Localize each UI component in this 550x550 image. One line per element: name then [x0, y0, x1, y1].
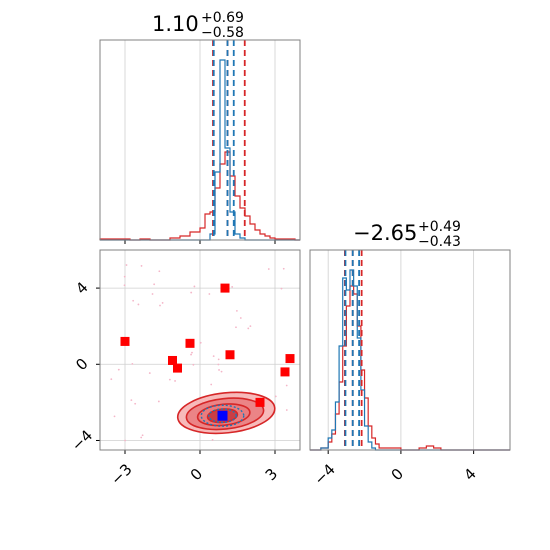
sample-point [191, 351, 193, 354]
sample-point [280, 287, 283, 290]
histogram-red [310, 285, 510, 451]
axes-frame [99, 39, 301, 241]
sample-point [117, 368, 120, 371]
sample-point [151, 293, 154, 295]
x-tick-label: −4 [310, 460, 338, 488]
sample-point [131, 363, 134, 365]
title-param-1-plus: +0.69 [201, 10, 244, 26]
title-param-2-plus: +0.49 [418, 219, 461, 235]
sample-point [210, 383, 213, 386]
sample-point [157, 400, 160, 403]
sample-point [140, 436, 143, 439]
contour-blue [200, 404, 245, 427]
best-fit-marker [217, 410, 228, 421]
y-tick-label: 0 [72, 355, 91, 374]
marker-square [280, 367, 290, 377]
sample-point [134, 402, 137, 405]
sample-point [239, 317, 242, 319]
title-param-2-minus: −0.43 [418, 234, 461, 250]
sample-point [274, 395, 277, 398]
sample-point [267, 268, 270, 270]
title-param-1-minus: −0.58 [201, 25, 244, 41]
sample-point [124, 439, 127, 442]
sample-point [125, 264, 128, 266]
x-tick-label: 0 [187, 465, 206, 484]
sample-point [141, 434, 144, 437]
marker-square [220, 283, 230, 293]
sample-point [158, 270, 161, 273]
sample-point [282, 267, 285, 270]
histogram-param-1-panel [99, 39, 301, 244]
sample-point [212, 355, 215, 358]
marker-square [225, 350, 235, 360]
sample-point [137, 303, 140, 306]
axes-frame [99, 249, 301, 451]
sample-point [130, 399, 133, 402]
sample-point [249, 325, 252, 328]
marker-square [168, 355, 177, 365]
title-param-1-value: 1.10 [152, 12, 199, 36]
sample-point [148, 372, 151, 374]
sample-point [159, 304, 161, 307]
y-tick-label: 4 [72, 278, 91, 297]
sample-point [217, 363, 220, 366]
x-tick-label: 3 [262, 465, 281, 484]
y-tick-label: −4 [68, 426, 96, 454]
sample-point [193, 285, 196, 288]
sample-point [217, 358, 220, 361]
joint-plot-area [110, 264, 295, 442]
x-tick-label: 4 [460, 465, 479, 484]
sample-point [140, 265, 143, 267]
sample-point [235, 309, 238, 312]
histogram-param-2-panel: −4 0 4 [309, 249, 511, 489]
joint-distribution-panel: −3 0 3 −4 0 4 [68, 249, 301, 489]
sample-point [211, 439, 214, 441]
sample-point [231, 286, 234, 288]
contour-blue [208, 408, 237, 424]
title-param-2-value: −2.65 [353, 221, 417, 245]
marker-square [255, 397, 265, 407]
histogram-blue [310, 269, 510, 451]
sample-point [110, 378, 113, 381]
sample-point [199, 341, 202, 344]
titles: 1.10 +0.69 −0.58 −2.65 +0.49 −0.43 [152, 10, 461, 250]
x-tick-label: 0 [388, 465, 407, 484]
sample-point [218, 369, 220, 371]
sample-point [123, 284, 126, 287]
sample-point [174, 380, 176, 382]
marker-square [173, 363, 182, 373]
sample-point [247, 327, 250, 330]
marker-square [185, 338, 195, 348]
sample-point [235, 326, 237, 329]
sample-point [285, 384, 288, 387]
sample-point [190, 291, 193, 294]
sample-point [192, 363, 195, 366]
marker-square [120, 336, 130, 346]
marker-square [285, 354, 295, 364]
sample-point [285, 409, 288, 411]
sample-point [220, 370, 223, 373]
sample-point [132, 299, 135, 302]
sample-point [153, 283, 156, 286]
sample-point [161, 302, 164, 304]
sample-point [190, 353, 192, 356]
x-tick-label: −3 [107, 460, 135, 488]
sample-point [123, 275, 126, 278]
sample-point [168, 378, 171, 381]
sample-point [113, 415, 116, 418]
sample-point [208, 293, 211, 295]
axes-frame [309, 249, 511, 451]
